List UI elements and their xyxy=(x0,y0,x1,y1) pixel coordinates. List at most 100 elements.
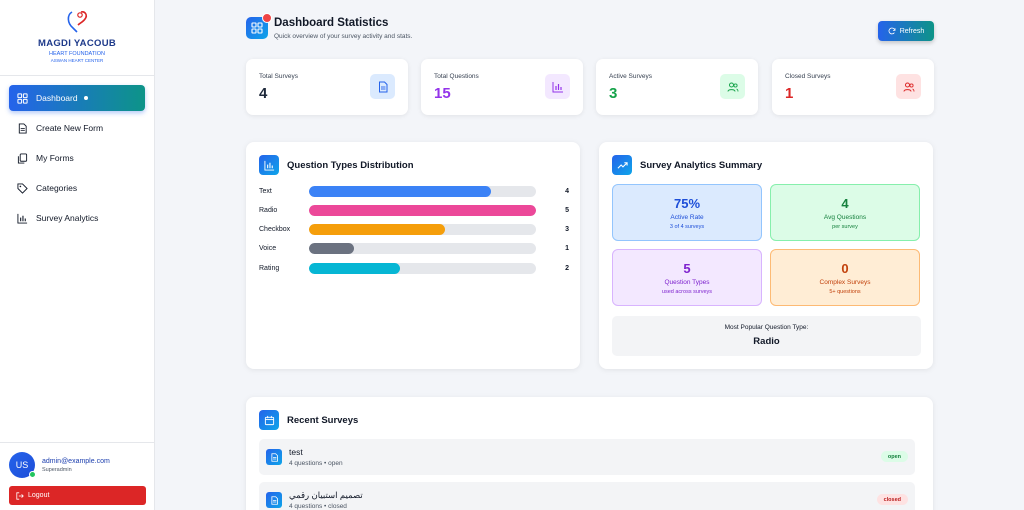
summary-caption: used across surveys xyxy=(661,289,713,295)
distribution-row: Text 4 xyxy=(259,185,569,197)
distribution-track xyxy=(309,204,536,216)
sidebar-item-dashboard[interactable]: Dashboard xyxy=(9,85,145,111)
user-panel: US admin@example.com Superadmin Logout xyxy=(0,442,155,510)
summary-question-types: 5 Question Types used across surveys xyxy=(612,249,762,306)
distribution-count: 4 xyxy=(565,187,569,195)
sidebar-item-label: Dashboard xyxy=(36,93,78,103)
main-content: Dashboard Statistics Quick overview of y… xyxy=(155,0,1024,510)
stat-card-closed-surveys: Closed Surveys 1 xyxy=(772,59,934,115)
distribution-track xyxy=(309,262,536,274)
distribution-label: Text xyxy=(259,187,272,195)
avatar[interactable]: US xyxy=(9,452,36,478)
document-icon xyxy=(16,122,28,134)
distribution-track xyxy=(309,223,536,235)
page-header: Dashboard Statistics Quick overview of y… xyxy=(246,13,413,40)
copy-icon xyxy=(16,152,28,164)
survey-list-item[interactable]: test 4 questions • open open xyxy=(259,439,915,475)
survey-name: test xyxy=(289,447,303,457)
question-types-panel: Question Types Distribution Text 4 Radio… xyxy=(246,142,580,369)
summary-label: Active Rate xyxy=(670,214,704,221)
sidebar-item-categories[interactable]: Categories xyxy=(9,175,145,201)
distribution-bar xyxy=(309,262,400,274)
distribution-bar xyxy=(309,223,446,235)
refresh-icon xyxy=(888,27,896,35)
distribution-label: Rating xyxy=(259,264,280,272)
bar-chart-icon xyxy=(259,155,279,175)
panel-title: Recent Surveys xyxy=(287,414,359,426)
logout-button[interactable]: Logout xyxy=(9,486,146,505)
stat-label: Total Surveys xyxy=(259,73,299,80)
refresh-button[interactable]: Refresh xyxy=(878,21,934,41)
summary-value: 0 xyxy=(841,261,849,276)
most-popular-type: Most Popular Question Type: Radio xyxy=(612,316,921,356)
recent-surveys-panel: Recent Surveys test 4 questions • open o… xyxy=(246,397,933,510)
sidebar-nav: Dashboard Create New Form My Forms Categ… xyxy=(0,76,154,231)
file-icon xyxy=(266,449,282,465)
stat-value: 3 xyxy=(609,85,618,102)
page-subtitle: Quick overview of your survey activity a… xyxy=(274,33,413,40)
dashboard-icon xyxy=(16,92,28,104)
survey-list-item[interactable]: تصميم استبيان رقمي 4 questions • closed … xyxy=(259,482,915,510)
status-badge: open xyxy=(880,451,908,462)
brand-subtitle-2: ASWAN HEART CENTER xyxy=(50,58,104,63)
brand-name: MAGDI YACOUB xyxy=(37,38,117,49)
stat-card-active-surveys: Active Surveys 3 xyxy=(596,59,758,115)
tag-icon xyxy=(16,182,28,194)
survey-meta: 4 questions • open xyxy=(289,460,343,467)
avatar-initials: US xyxy=(15,460,29,470)
user-role: Superadmin xyxy=(42,466,72,473)
distribution-track xyxy=(309,242,536,254)
summary-complex-surveys: 0 Complex Surveys 5+ questions xyxy=(770,249,920,306)
distribution-bar xyxy=(309,204,536,216)
trending-up-icon xyxy=(612,155,632,175)
users-icon xyxy=(720,74,745,99)
panel-title: Survey Analytics Summary xyxy=(640,159,763,171)
sidebar-item-my-forms[interactable]: My Forms xyxy=(9,145,145,171)
summary-active-rate: 75% Active Rate 3 of 4 surveys xyxy=(612,184,762,241)
calendar-icon xyxy=(259,410,279,430)
sidebar-item-survey-analytics[interactable]: Survey Analytics xyxy=(9,205,145,231)
summary-caption: per survey xyxy=(832,224,858,230)
stat-value: 1 xyxy=(785,85,794,102)
logout-label: Logout xyxy=(28,492,50,499)
distribution-row: Radio 5 xyxy=(259,204,569,216)
distribution-label: Voice xyxy=(259,244,277,252)
stat-label: Total Questions xyxy=(434,73,479,80)
sidebar-item-create-new-form[interactable]: Create New Form xyxy=(9,115,145,141)
distribution-bar xyxy=(309,242,355,254)
sidebar: MAGDI YACOUB HEART FOUNDATION ASWAN HEAR… xyxy=(0,0,155,510)
summary-value: 4 xyxy=(841,196,849,211)
stat-value: 15 xyxy=(434,85,451,102)
stat-label: Closed Surveys xyxy=(785,73,831,80)
status-badge: closed xyxy=(876,494,908,505)
page-title: Dashboard Statistics xyxy=(274,17,389,29)
summary-label: Complex Surveys xyxy=(819,279,871,286)
logo: MAGDI YACOUB HEART FOUNDATION ASWAN HEAR… xyxy=(0,0,154,76)
distribution-label: Radio xyxy=(259,206,278,214)
refresh-label: Refresh xyxy=(899,27,925,35)
distribution-bar xyxy=(309,185,491,197)
panel-title: Question Types Distribution xyxy=(287,159,414,171)
sidebar-item-label: My Forms xyxy=(36,153,74,163)
summary-label: Question Types xyxy=(664,279,710,286)
distribution-row: Voice 1 xyxy=(259,242,569,254)
distribution-count: 2 xyxy=(565,264,569,272)
online-indicator xyxy=(29,471,36,478)
brand-subtitle: HEART FOUNDATION xyxy=(49,51,105,57)
distribution-row: Rating 2 xyxy=(259,262,569,274)
summary-avg-questions: 4 Avg Questions per survey xyxy=(770,184,920,241)
dashboard-icon xyxy=(246,13,272,39)
distribution-count: 3 xyxy=(565,225,569,233)
bar-chart-icon xyxy=(545,74,570,99)
popular-label: Most Popular Question Type: xyxy=(724,324,809,331)
analytics-summary-panel: Survey Analytics Summary 75% Active Rate… xyxy=(599,142,933,369)
summary-caption: 3 of 4 surveys xyxy=(669,224,705,230)
notification-badge xyxy=(262,13,272,23)
summary-caption: 5+ questions xyxy=(829,289,861,295)
sidebar-item-label: Survey Analytics xyxy=(36,213,99,223)
sidebar-item-label: Create New Form xyxy=(36,123,104,133)
stat-card-total-surveys: Total Surveys 4 xyxy=(246,59,408,115)
file-icon xyxy=(370,74,395,99)
user-email: admin@example.com xyxy=(42,457,110,465)
distribution-label: Checkbox xyxy=(259,225,291,233)
